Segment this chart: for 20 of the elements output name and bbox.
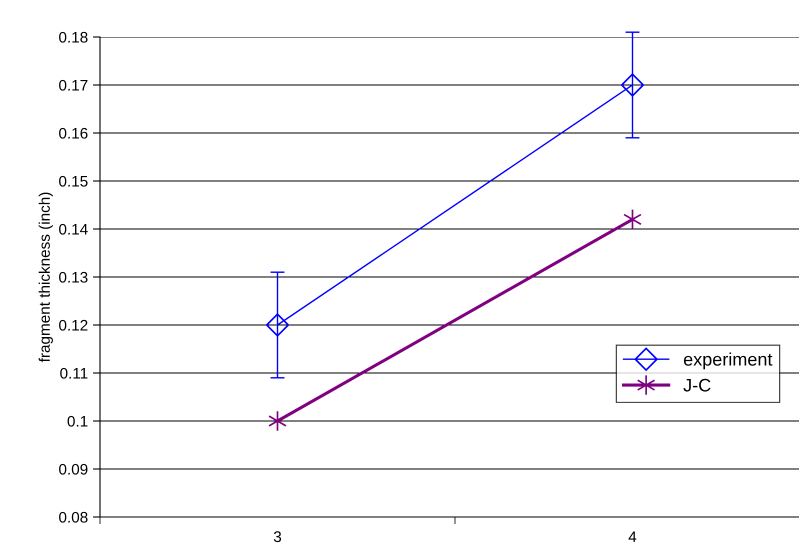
x-tick-label: 3 — [274, 531, 282, 542]
point — [623, 208, 642, 230]
y-tick-label: 0.14 — [59, 224, 88, 235]
x-tick-label: 4 — [628, 531, 636, 542]
y-tick-label: 0.1 — [68, 416, 88, 427]
y-tick-label: 0.09 — [59, 464, 88, 475]
y-tick-label: 0.18 — [59, 32, 88, 43]
legend-label: J-C — [683, 378, 711, 392]
point — [620, 73, 644, 97]
legend-label: experiment — [684, 352, 772, 370]
y-tick-label: 0.11 — [60, 368, 88, 379]
y-tick-label: 0.16 — [59, 128, 88, 139]
y-axis-title: fragment thickness (inch) — [38, 192, 53, 362]
y-tick-label: 0.15 — [59, 176, 88, 187]
y-tick-label: 0.17 — [59, 80, 88, 91]
y-tick-label: 0.13 — [59, 272, 88, 283]
y-tick-label: 0.08 — [59, 512, 88, 523]
point — [266, 313, 290, 337]
y-tick-label: 0.12 — [59, 320, 88, 331]
point — [268, 410, 287, 432]
